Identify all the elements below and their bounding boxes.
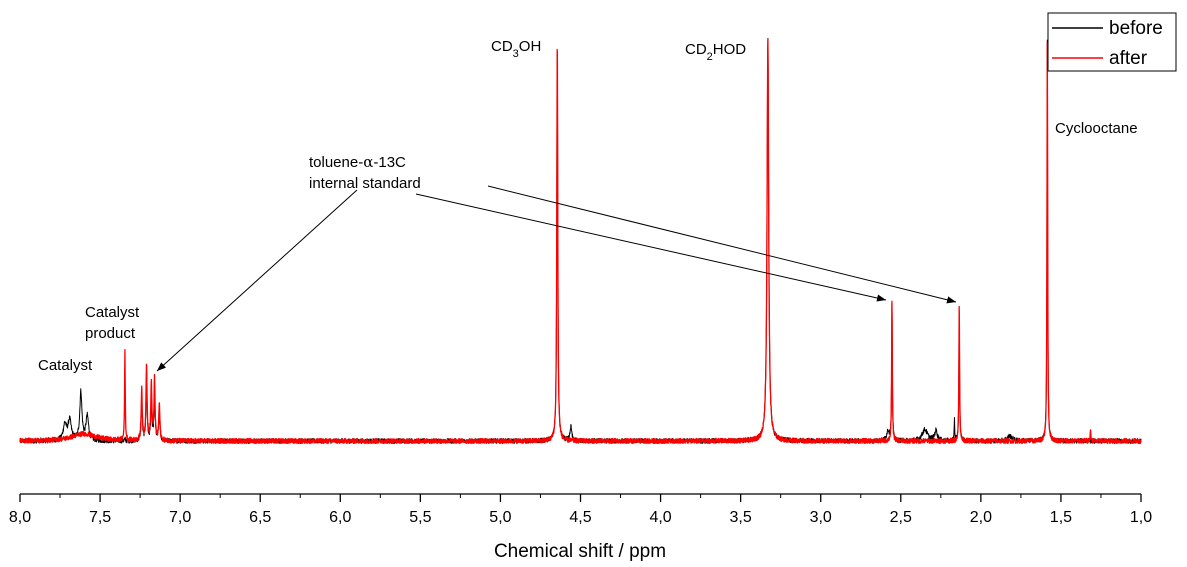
x-tick-label: 1,0 [1130, 509, 1152, 526]
x-axis-title: Chemical shift / ppm [494, 541, 666, 562]
spectrum-line-before [19, 38, 1142, 444]
arrow-toluene-2-55 [415, 193, 887, 302]
x-axis: 8,0 7,5 7,0 6,5 6,0 5,5 5,0 4,5 4,0 3,5 3,0 2,5 2,0 1… [9, 493, 1152, 526]
arrow-toluene-aromatic [156, 189, 358, 372]
x-tick-label: 7,0 [169, 509, 191, 526]
annotations: CD3OH CD2HOD Cyclooctane toluene-α-13C i… [38, 38, 1138, 374]
annotation-catalyst-product-line1: Catalyst [85, 304, 140, 321]
x-tick-label: 8,0 [9, 509, 31, 526]
annotation-catalyst-product-line2: product [85, 325, 136, 342]
spectrum-line-after [19, 39, 1142, 445]
x-tick-label: 2,5 [890, 509, 912, 526]
x-tick-label: 4,0 [649, 509, 671, 526]
arrow-toluene-2-14 [487, 185, 957, 304]
annotation-cd2hod: CD2HOD [685, 41, 746, 63]
legend: before after [1047, 12, 1177, 72]
x-tick-label: 6,5 [249, 509, 271, 526]
x-tick-label: 3,5 [730, 509, 752, 526]
x-tick-label: 6,0 [329, 509, 351, 526]
annotation-catalyst: Catalyst [38, 357, 93, 374]
x-tick-label: 2,0 [970, 509, 992, 526]
x-tick-label: 1,5 [1050, 509, 1072, 526]
legend-label-before: before [1109, 18, 1163, 39]
x-tick-label: 7,5 [89, 509, 111, 526]
annotation-cyclooctane: Cyclooctane [1055, 120, 1138, 137]
legend-label-after: after [1109, 48, 1148, 69]
annotation-cd3oh: CD3OH [491, 38, 541, 60]
annotation-toluene-line2: internal standard [309, 175, 421, 192]
x-tick-label: 3,0 [810, 509, 832, 526]
annotation-toluene-line1: toluene-α-13C [309, 153, 406, 171]
spectra-group [19, 38, 1142, 445]
x-tick-label: 4,5 [569, 509, 591, 526]
legend-box [1047, 12, 1177, 72]
x-tick-label: 5,0 [489, 509, 511, 526]
x-tick-label: 5,5 [409, 509, 431, 526]
